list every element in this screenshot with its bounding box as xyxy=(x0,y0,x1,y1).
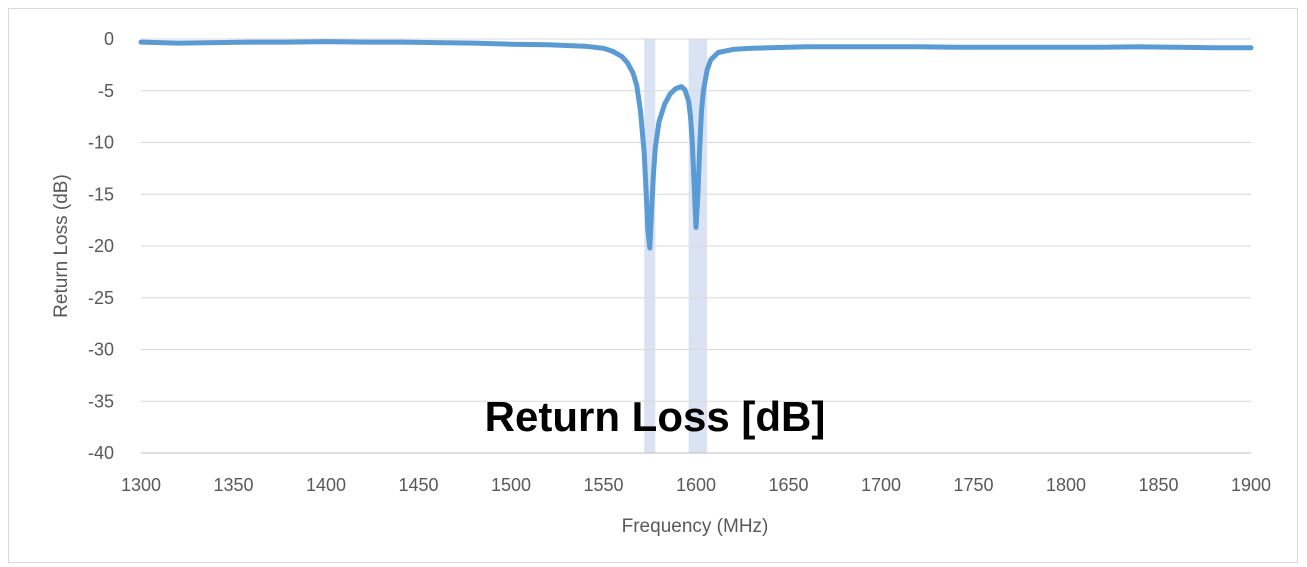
x-tick-label: 1350 xyxy=(213,475,253,495)
series-line xyxy=(138,39,1254,251)
y-tick-label: 0 xyxy=(104,29,114,49)
y-tick-label: -20 xyxy=(88,236,114,256)
y-tick-label: -40 xyxy=(88,443,114,463)
y-tick-label: -10 xyxy=(88,133,114,153)
x-tick-label: 1650 xyxy=(768,475,808,495)
chart-title: Return Loss [dB] xyxy=(485,393,826,440)
x-tick-label: 1800 xyxy=(1046,475,1086,495)
y-axis-title: Return Loss (dB) xyxy=(51,174,72,318)
y-tick-label: -5 xyxy=(98,81,114,101)
y-tick-label: -25 xyxy=(88,288,114,308)
y-tick-label: -30 xyxy=(88,340,114,360)
x-tick-label: 1700 xyxy=(861,475,901,495)
x-tick-label: 1550 xyxy=(583,475,623,495)
x-axis-title: Frequency (MHz) xyxy=(622,516,769,537)
y-tick-label: -35 xyxy=(88,391,114,411)
x-tick-label: 1750 xyxy=(953,475,993,495)
x-tick-label: 1600 xyxy=(676,475,716,495)
x-tick-label: 1300 xyxy=(121,475,161,495)
y-tick-labels: 0 -5 -10 -15 -20 -25 -30 -35 -40 xyxy=(88,29,114,463)
x-tick-label: 1850 xyxy=(1138,475,1178,495)
x-tick-label: 1400 xyxy=(306,475,346,495)
y-tick-label: -15 xyxy=(88,184,114,204)
x-tick-labels: 1300 1350 1400 1450 1500 1550 1600 1650 1700 1750… xyxy=(121,475,1271,495)
x-tick-label: 1500 xyxy=(491,475,531,495)
x-tick-label: 1900 xyxy=(1231,475,1271,495)
x-tick-label: 1450 xyxy=(398,475,438,495)
